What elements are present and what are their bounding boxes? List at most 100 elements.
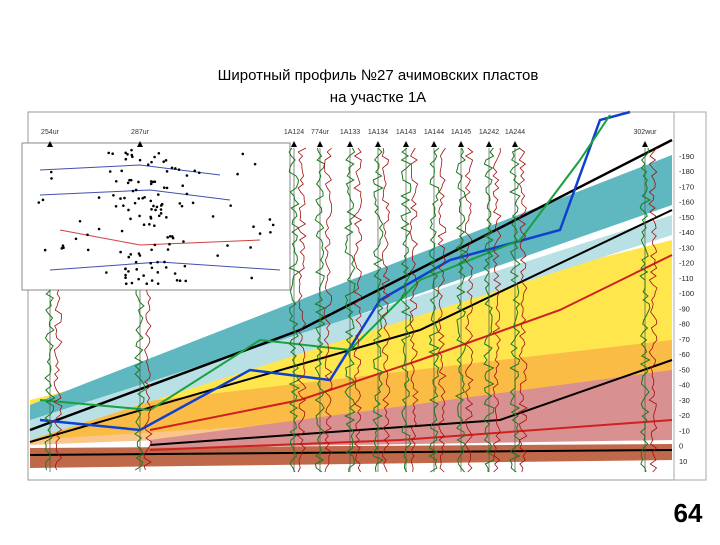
well-label: 302wur [634,129,658,136]
map-dot [211,215,215,218]
map-dot [137,180,140,184]
well-log [518,147,528,473]
scale-label: 10 [679,457,687,466]
map-dot [142,274,145,277]
well-label: 1A134 [368,129,388,136]
well-log [509,147,521,473]
map-dot [127,255,131,259]
map-dot [86,233,89,237]
map-dot [181,184,185,188]
scale-label: -120 [679,259,694,268]
map-dot [127,208,130,212]
well-log [428,147,440,473]
map-dot [197,171,201,175]
well-log [288,147,300,473]
map-dot [236,172,239,176]
well-marker [486,141,492,147]
curve [149,419,673,451]
map-dot [153,155,156,159]
scale-label: -100 [679,289,694,298]
map-dot [164,266,168,269]
scale: -190-180-170-160-150-140-130-120-110-100… [679,152,694,466]
well-marker [642,141,648,147]
map-dot [150,279,154,282]
map-dot [74,237,78,241]
well-log [381,147,391,473]
map-dot [107,151,111,155]
map-dot [229,204,232,207]
map-dot [137,197,141,200]
map-dot [145,282,149,286]
boundary [149,359,673,446]
map-line [49,261,281,271]
map-dot [126,153,129,156]
well-marker [375,141,381,147]
map-dot [150,160,153,164]
well-log [437,147,447,473]
map-dot [133,201,137,205]
map-dot [166,236,169,239]
map-dot [250,276,254,280]
well-marker [137,141,143,147]
map-dot [124,273,127,277]
well-log [134,289,146,471]
map-dot [37,201,41,204]
map-dot [150,248,153,252]
scale-label: -90 [679,304,690,313]
scale-label: 0 [679,442,683,451]
map-dot [130,281,134,285]
well-label: 1A133 [340,129,360,136]
title-line: на участке 1А [330,89,426,106]
map-dot [180,204,184,208]
page-number: 64 [674,498,703,528]
map-dot [156,260,159,264]
map-dot [108,170,112,173]
map-dot [149,182,153,186]
map-dot [120,169,124,173]
map-dot [226,244,229,247]
map-dot [193,169,197,173]
map-dot [122,204,125,207]
scale-label: -140 [679,228,694,237]
well-label: 1A143 [396,129,416,136]
scale-label: -110 [679,274,693,283]
map-dot [271,223,275,227]
map-dot [97,227,101,231]
map-dot [137,277,140,281]
scale-label: -10 [679,426,690,435]
map-dot [114,179,118,183]
map-dot [151,180,155,184]
map-dot [170,166,174,170]
well-marker [347,141,353,147]
well-log [314,147,326,473]
map-dot [149,261,153,265]
map-dot [162,160,165,163]
map-dot [159,208,163,211]
map-dot [43,248,47,252]
well-log [372,147,384,473]
well-label: 774ur [311,129,330,136]
map-dot [134,260,138,264]
map-dot [159,212,163,215]
profile [21,110,707,481]
map-dot [164,159,168,162]
map-dot [124,282,128,286]
map-dot [153,243,157,247]
map-dot [130,148,133,152]
map-dot [62,246,65,250]
scale-label: -40 [679,381,690,390]
scale-label: -30 [679,396,690,405]
map-dot [165,170,169,173]
boundary [29,449,673,456]
map-dot [142,223,146,227]
map-dot [129,178,133,182]
well-marker [512,141,518,147]
map-dot [178,279,182,283]
map-dot [131,189,135,193]
well-label: 254ur [41,129,60,136]
map-dot [216,254,219,257]
map-dot [156,271,160,274]
curve [39,110,631,432]
map-dot [150,208,153,211]
